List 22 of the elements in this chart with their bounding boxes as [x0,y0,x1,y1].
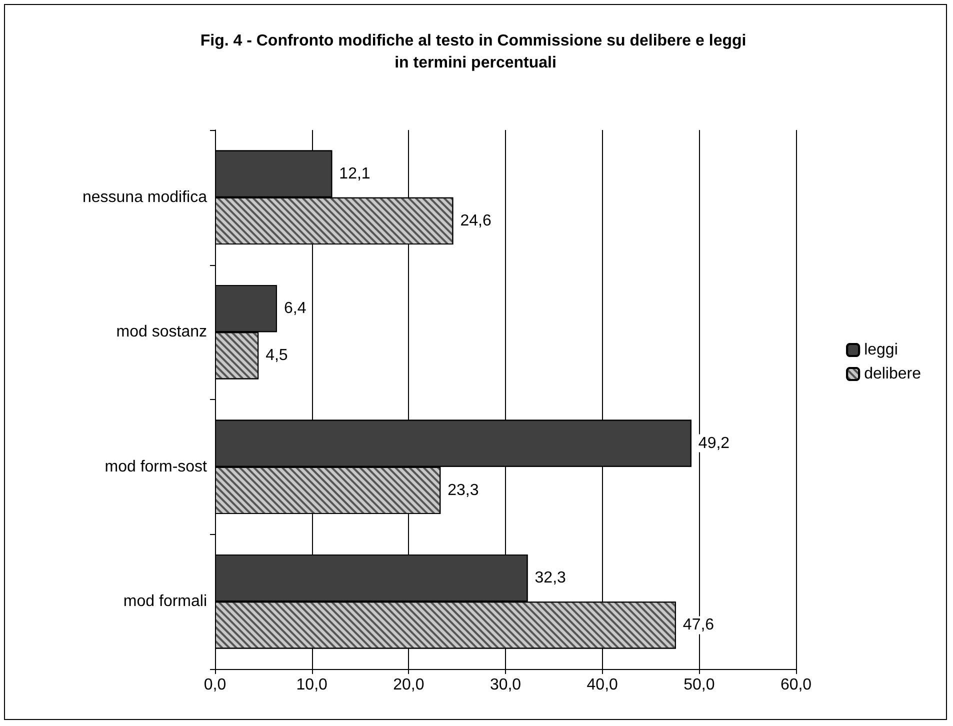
legend-label: leggi [864,342,898,358]
data-label: 23,3 [448,482,479,499]
x-tick-label: 60,0 [780,676,812,694]
y-tick-label: mod form-sost [104,458,208,476]
y-tick-label: mod formali [123,593,207,610]
x-tick-label: 40,0 [586,676,618,694]
data-label: 12,1 [339,165,370,182]
data-label: 32,3 [534,570,566,587]
data-label: 6,4 [284,300,306,318]
data-label: 49,2 [698,434,730,452]
y-tick-label: mod sostanz [116,324,207,341]
x-tick-label: 30,0 [490,676,522,694]
x-tick-label: 10,0 [296,676,328,694]
data-label: 47,6 [682,616,714,634]
data-label: 24,6 [460,212,492,230]
y-tick-label: nessuna modifica [82,188,208,206]
chart-title: Fig. 4 - Confronto modifiche al testo in Commissione su delibere e leggi in termini percentuali [200,32,751,72]
x-tick-label: 0,0 [204,676,226,694]
legend-label: delibere [864,366,922,382]
x-tick-label: 20,0 [393,676,424,694]
data-label: 4,5 [266,347,288,364]
x-tick-label: 50,0 [684,676,715,694]
